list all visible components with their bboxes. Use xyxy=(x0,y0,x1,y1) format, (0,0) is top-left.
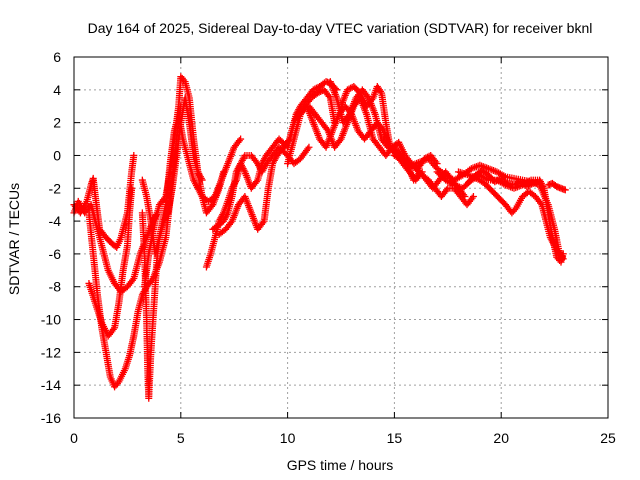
data-point xyxy=(259,219,267,227)
x-tick-label: 25 xyxy=(600,430,616,446)
data-point xyxy=(128,184,136,192)
chart-title: Day 164 of 2025, Sidereal Day-to-day VTE… xyxy=(88,20,593,36)
data-point xyxy=(526,181,534,189)
data-point xyxy=(109,325,117,333)
data-point xyxy=(523,183,531,191)
y-axis-label: SDTVAR / TECUs xyxy=(6,183,22,295)
data-point xyxy=(492,177,500,185)
data-point xyxy=(377,87,385,95)
y-tick-label: -6 xyxy=(49,246,62,262)
x-tick-label: 15 xyxy=(387,430,403,446)
data-point xyxy=(130,151,138,159)
y-tick-label: -8 xyxy=(49,279,62,295)
y-tick-label: -12 xyxy=(41,344,61,360)
data-series xyxy=(70,73,569,402)
series-track-7 xyxy=(138,110,245,258)
x-axis-label: GPS time / hours xyxy=(287,457,394,473)
data-point xyxy=(305,143,313,151)
series-track-11 xyxy=(284,102,426,184)
data-point xyxy=(311,85,319,93)
data-point xyxy=(235,137,243,145)
x-tick-label: 10 xyxy=(280,430,296,446)
data-point xyxy=(309,86,317,94)
data-point xyxy=(314,89,322,97)
data-point xyxy=(524,182,532,190)
data-point xyxy=(502,178,510,186)
series-track-10 xyxy=(215,86,339,238)
data-point xyxy=(113,380,121,388)
data-point xyxy=(443,186,451,194)
data-point xyxy=(129,276,137,284)
plot-frame xyxy=(73,56,609,419)
x-tick-label: 0 xyxy=(70,430,78,446)
data-point xyxy=(537,199,545,207)
y-tick-label: -14 xyxy=(41,377,61,393)
series-track-4 xyxy=(85,102,185,391)
series-track-19 xyxy=(544,179,569,194)
data-point xyxy=(491,178,499,186)
series-track-8 xyxy=(202,143,313,271)
y-tick-label: 4 xyxy=(53,82,61,98)
data-point xyxy=(240,166,248,174)
data-point xyxy=(510,181,518,189)
data-point xyxy=(343,86,351,94)
data-point xyxy=(223,211,231,219)
data-point xyxy=(304,145,312,153)
tick-labels: 0 5 10 15 20 25 -16 -14 -12 -10 -8 -6 -4 -2 0 2 4 6 xyxy=(41,49,616,446)
data-point xyxy=(325,92,333,100)
data-point xyxy=(554,248,562,256)
data-point xyxy=(312,84,320,92)
data-point xyxy=(511,206,519,214)
y-tick-label: 0 xyxy=(53,147,61,163)
data-point xyxy=(559,250,567,258)
data-point xyxy=(237,135,245,143)
y-tick-label: 6 xyxy=(53,49,61,65)
y-tick-label: 2 xyxy=(53,115,61,131)
data-point xyxy=(468,194,476,202)
data-point xyxy=(180,76,188,84)
data-point xyxy=(368,96,376,104)
y-tick-label: -2 xyxy=(49,180,62,196)
data-point xyxy=(539,183,547,191)
data-point xyxy=(240,153,248,161)
y-tick-label: -16 xyxy=(41,410,61,426)
series-track-18 xyxy=(465,166,544,191)
data-point xyxy=(512,180,520,188)
x-tick-label: 20 xyxy=(493,430,509,446)
data-point xyxy=(345,85,353,93)
y-tick-label: -4 xyxy=(49,213,62,229)
x-tick-label: 5 xyxy=(177,430,185,446)
data-point xyxy=(469,192,477,200)
data-point xyxy=(315,88,323,96)
series-track-12 xyxy=(305,94,441,173)
data-point xyxy=(561,186,569,194)
data-point xyxy=(252,178,260,186)
y-tick-label: -10 xyxy=(41,312,61,328)
series-track-17 xyxy=(454,168,567,258)
data-point xyxy=(536,178,544,186)
data-point xyxy=(528,180,536,188)
